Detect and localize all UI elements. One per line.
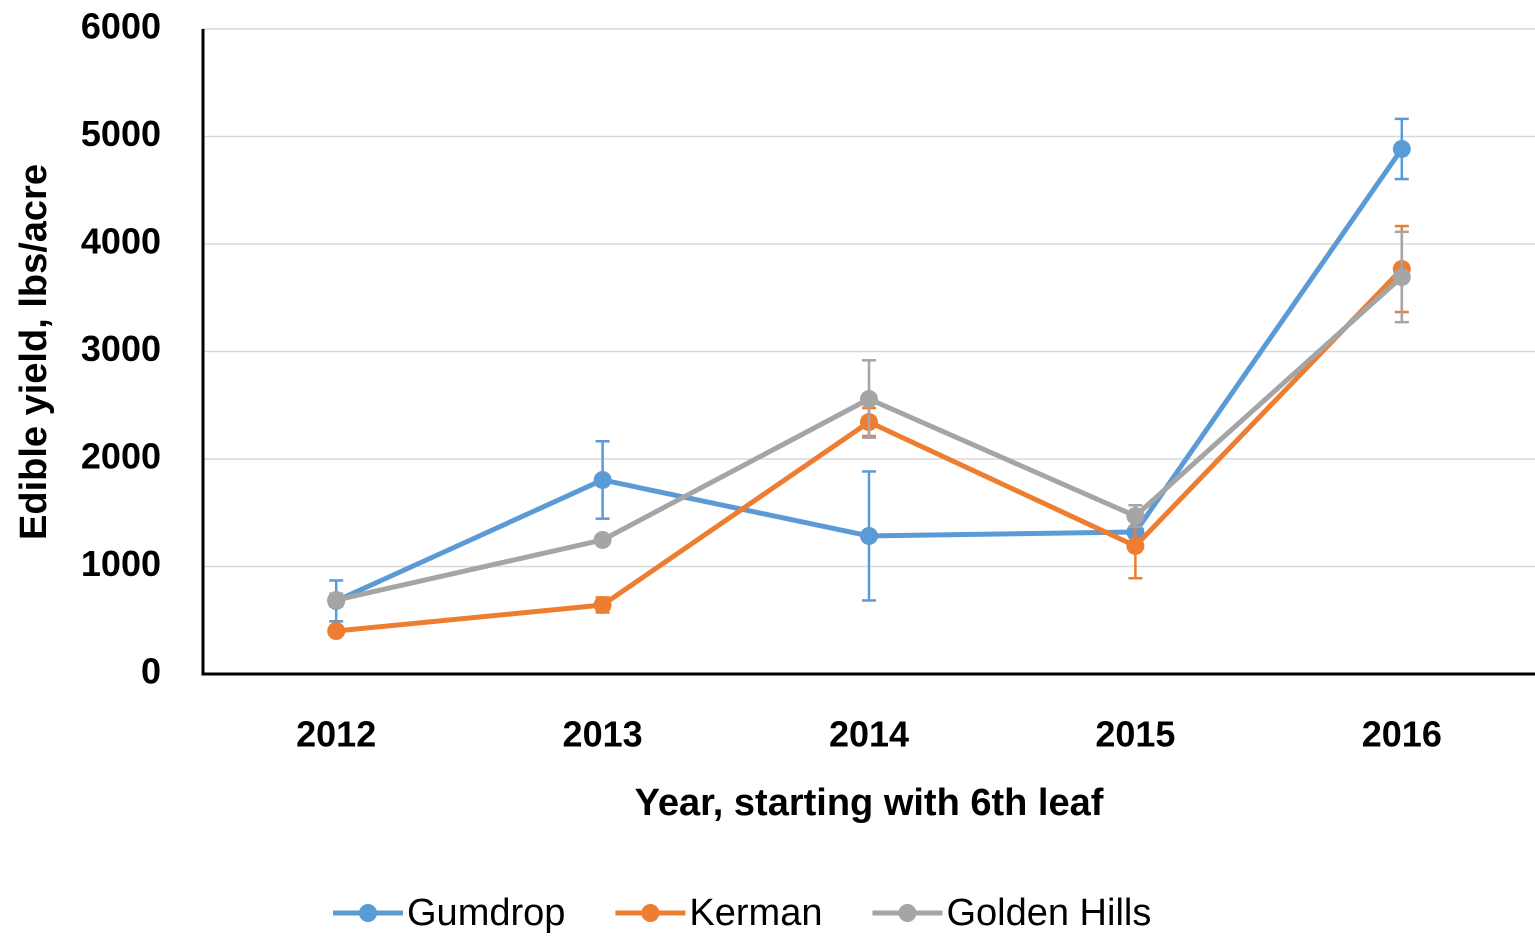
y-axis-title: Edible yield, lbs/acre (13, 164, 55, 540)
point (1392, 268, 1411, 287)
y-tick-label: 4000 (81, 221, 161, 262)
point (860, 390, 878, 409)
y-tick-label: 1000 (81, 543, 161, 584)
point (593, 470, 612, 489)
y-tick-label: 2000 (81, 436, 161, 477)
legend-label: Kerman (689, 892, 822, 934)
legend-marker (898, 904, 917, 922)
point (1126, 536, 1145, 555)
point (1392, 139, 1411, 158)
x-tick-label: 2012 (296, 714, 376, 755)
point (860, 526, 878, 545)
point (593, 530, 612, 549)
x-tick-label: 2014 (829, 714, 909, 755)
legend-marker (641, 904, 660, 922)
y-tick-label: 6000 (81, 6, 161, 47)
legend-label: Golden Hills (946, 892, 1151, 934)
legend-label: Gumdrop (407, 892, 565, 934)
x-tick-label: 2016 (1362, 714, 1442, 755)
point (593, 595, 612, 614)
x-tick-label: 2015 (1095, 714, 1175, 755)
point (327, 622, 346, 640)
point (1126, 506, 1145, 525)
y-tick-label: 0 (141, 651, 161, 692)
x-axis-title: Year, starting with 6th leaf (635, 782, 1104, 824)
y-tick-label: 3000 (81, 328, 161, 369)
x-tick-label: 2013 (563, 714, 643, 755)
y-tick-label: 5000 (81, 113, 161, 154)
point (327, 591, 346, 610)
legend-marker (359, 904, 377, 922)
